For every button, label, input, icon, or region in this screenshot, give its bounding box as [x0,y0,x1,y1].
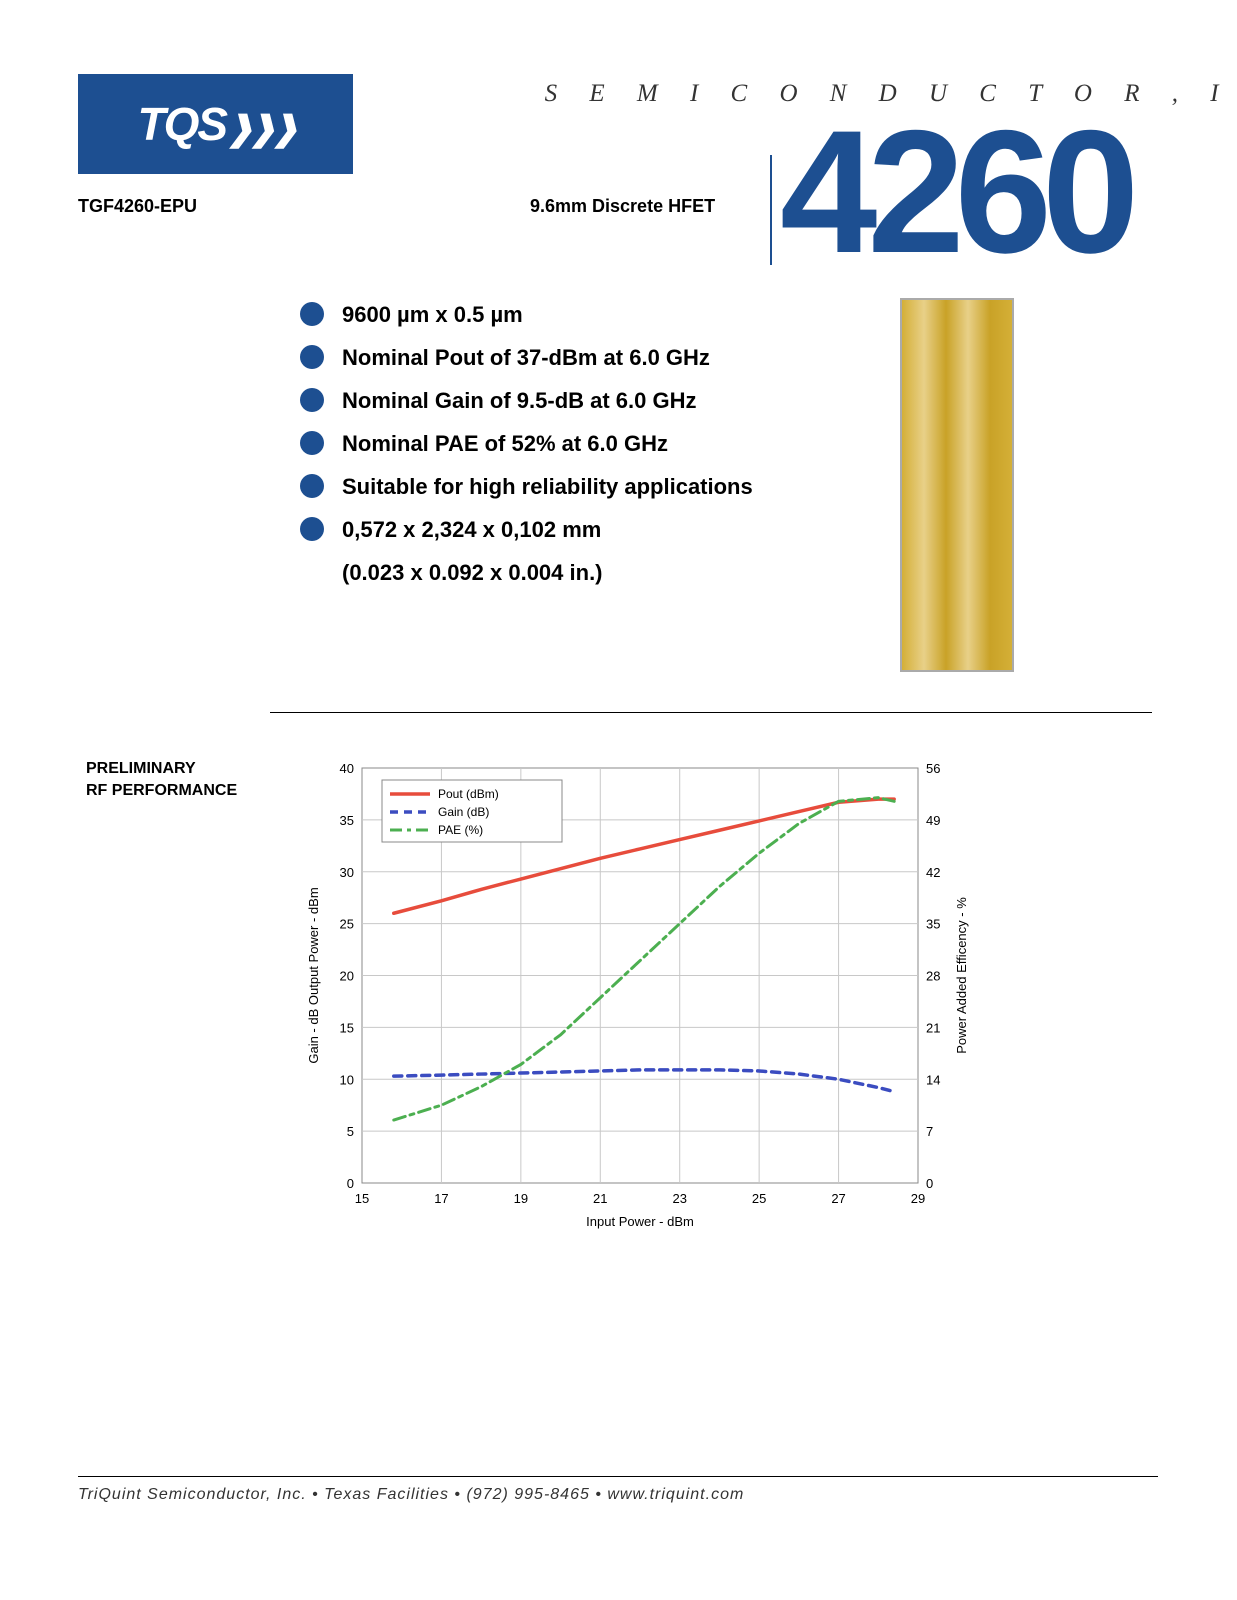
bullet-icon [300,345,324,369]
footer-location: Texas Facilities [324,1486,449,1503]
footer: TriQuint Semiconductor, Inc. • Texas Fac… [78,1486,744,1504]
svg-text:15: 15 [355,1191,369,1206]
feature-text: Nominal Pout of 37-dBm at 6.0 GHz [342,345,710,371]
feature-list: 9600 µm x 0.5 µm Nominal Pout of 37-dBm … [300,302,753,586]
feature-text: 0,572 x 2,324 x 0,102 mm [342,517,601,543]
svg-text:10: 10 [340,1072,354,1087]
bullet-icon [300,431,324,455]
footer-company: TriQuint Semiconductor, Inc. [78,1486,307,1503]
bullet-icon [300,517,324,541]
svg-text:0: 0 [926,1176,933,1191]
datasheet-page: T R I Q U I N T S E M I C O N D U C T O … [0,0,1237,1600]
bullet-icon [300,302,324,326]
model-number-large: 4260 [780,105,1129,280]
svg-text:14: 14 [926,1072,940,1087]
svg-text:Input Power - dBm: Input Power - dBm [586,1214,694,1229]
svg-text:42: 42 [926,865,940,880]
footer-sep: • [454,1486,466,1503]
svg-text:Gain - dB Output Power - dBm: Gain - dB Output Power - dBm [306,887,321,1063]
svg-text:Power Added Efficency - %: Power Added Efficency - % [954,897,969,1054]
chart-svg: 0510152025303540151719212325272907142128… [300,758,980,1238]
svg-text:17: 17 [434,1191,448,1206]
part-number: TGF4260-EPU [78,196,197,217]
product-subtitle: 9.6mm Discrete HFET [530,196,715,217]
svg-text:21: 21 [593,1191,607,1206]
section-title-line1: PRELIMINARY [86,760,196,777]
section-title: PRELIMINARY RF PERFORMANCE [86,758,237,802]
feature-item: Nominal PAE of 52% at 6.0 GHz [300,431,753,457]
svg-text:20: 20 [340,969,354,984]
feature-text: Suitable for high reliability applicatio… [342,474,753,500]
logo-text: TQS [137,98,226,150]
feature-text: 9600 µm x 0.5 µm [342,302,523,328]
footer-sep: • [312,1486,324,1503]
bullet-icon [300,474,324,498]
logo-box: TQS❱❱❱ [78,74,353,174]
rf-performance-chart: 0510152025303540151719212325272907142128… [300,758,980,1238]
svg-text:0: 0 [347,1176,354,1191]
feature-item: 0,572 x 2,324 x 0,102 mm [300,517,753,543]
chip-photo [900,298,1014,672]
svg-text:56: 56 [926,761,940,776]
header-divider [770,155,772,265]
svg-text:PAE (%): PAE (%) [438,823,483,837]
svg-text:5: 5 [347,1124,354,1139]
feature-item: Suitable for high reliability applicatio… [300,474,753,500]
bullet-icon [300,388,324,412]
footer-divider [78,1476,1158,1477]
footer-url: www.triquint.com [607,1486,744,1503]
svg-text:25: 25 [340,917,354,932]
svg-text:29: 29 [911,1191,925,1206]
svg-text:49: 49 [926,813,940,828]
svg-text:25: 25 [752,1191,766,1206]
svg-text:Gain (dB): Gain (dB) [438,805,489,819]
svg-text:28: 28 [926,969,940,984]
svg-text:35: 35 [340,813,354,828]
svg-text:30: 30 [340,865,354,880]
svg-text:35: 35 [926,917,940,932]
footer-sep: • [595,1486,607,1503]
svg-text:27: 27 [831,1191,845,1206]
svg-text:7: 7 [926,1124,933,1139]
tqs-logo: TQS❱❱❱ [137,97,293,151]
svg-text:23: 23 [672,1191,686,1206]
feature-item: Nominal Gain of 9.5-dB at 6.0 GHz [300,388,753,414]
svg-text:40: 40 [340,761,354,776]
feature-text: Nominal PAE of 52% at 6.0 GHz [342,431,668,457]
feature-text: Nominal Gain of 9.5-dB at 6.0 GHz [342,388,697,414]
divider [270,712,1152,713]
feature-item: 9600 µm x 0.5 µm [300,302,753,328]
svg-text:15: 15 [340,1020,354,1035]
section-title-line2: RF PERFORMANCE [86,782,237,799]
feature-item: Nominal Pout of 37-dBm at 6.0 GHz [300,345,753,371]
svg-text:Pout (dBm): Pout (dBm) [438,787,499,801]
svg-text:21: 21 [926,1020,940,1035]
svg-text:19: 19 [514,1191,528,1206]
feature-subtext: (0.023 x 0.092 x 0.004 in.) [342,560,753,586]
footer-phone: (972) 995-8465 [466,1486,589,1503]
